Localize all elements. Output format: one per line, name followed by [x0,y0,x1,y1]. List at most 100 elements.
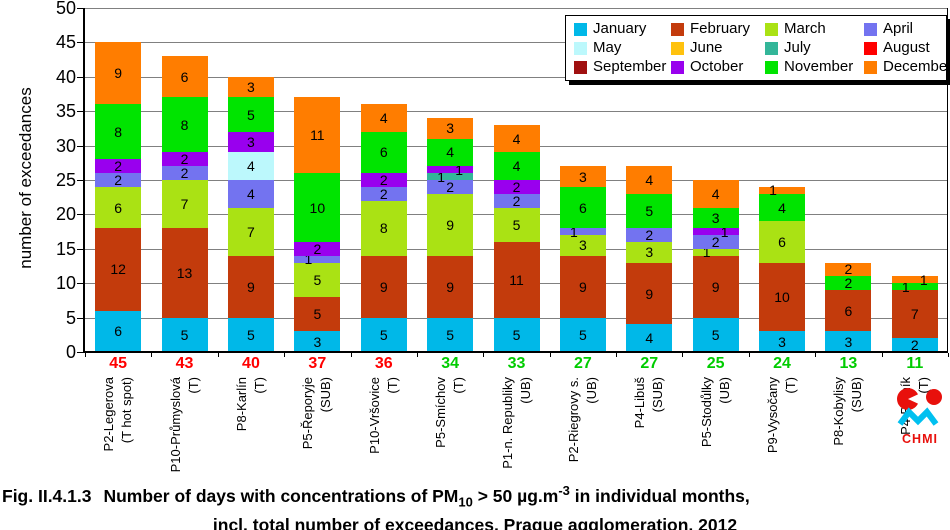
legend: January February March April May June July Augu… [565,15,950,81]
x-axis-category-label: P1-n. Republiky (UB) [499,377,535,489]
segment-value-label: 5 [578,326,587,343]
bar-segment-november: 6 [360,131,407,174]
segment-value-label: 10 [774,288,790,305]
bar-segment-april: 2 [161,166,208,180]
bar-segment-april: 2 [360,187,407,201]
segment-value-label: 4 [446,144,454,161]
bar-segment-january: 3 [759,331,806,352]
station-total-label: 27 [640,355,659,372]
segment-value-label: 11 [509,271,524,288]
bar-segment-february: 6 [825,290,872,332]
station-total-label: 37 [308,355,327,372]
segment-value-label: 9 [247,278,255,295]
legend-label: April [883,20,914,37]
x-axis-category-label: P5-Řeporyje (SUB) [299,377,335,489]
x-axis-category-label-text: P2-Legerova (T hot spot) [100,377,136,483]
segment-value-label: 3 [645,244,654,261]
x-axis-tick [416,353,418,357]
legend-item-march: March [765,21,864,37]
bar-segment-october: 1 [692,225,739,239]
segment-value-label: 6 [578,199,587,216]
station-name: P9-Vysočany [765,377,781,454]
station-total-label: 36 [374,355,393,372]
station-type: (T) [251,377,267,394]
segment-value-label: 1 [304,251,313,268]
legend-item-august: August [864,40,940,56]
bar-segment-december: 4 [692,180,739,208]
station-total-label: 11 [906,355,924,372]
bar-segment-january: 5 [427,317,474,352]
legend-swatch-november [765,60,778,74]
logo-circle-small [926,389,942,405]
segment-value-label: 9 [645,285,654,302]
station-total-label: 25 [706,355,725,372]
station-type: (T) [384,377,400,394]
segment-value-label: 5 [446,326,454,343]
bar-segment-january: 5 [227,317,274,352]
bar-segment-december: 4 [493,124,540,153]
segment-value-label: 7 [247,223,255,240]
bar-segment-april: 2 [427,180,474,194]
x-axis-line [83,351,948,353]
segment-value-label: 9 [114,65,123,82]
station-type: (UB) [583,377,599,404]
segment-value-label: 2 [114,158,123,175]
bar-segment-march: 3 [626,241,673,263]
bar-segment-january: 2 [891,338,938,352]
segment-value-label: 10 [309,199,326,216]
legend-label: January [593,20,647,37]
bar-segment-april: 2 [692,235,739,249]
caption-subscript: 10 [458,494,473,510]
y-axis-tick [77,317,84,319]
x-axis-category-label: P4-Libuš (SUB) [631,377,667,489]
legend-item-may: May [574,40,671,56]
bar-segment-march: 1 [692,245,739,259]
bar-segment-december: 1 [891,273,938,287]
segment-value-label: 5 [379,326,388,343]
legend-label: February [690,20,751,37]
x-axis-tick [748,353,750,357]
segment-value-label: 2 [844,261,853,278]
segment-value-label: 9 [446,278,454,295]
bar-segment-november: 5 [626,193,673,229]
gridline [85,42,948,44]
segment-value-label: 11 [310,127,325,144]
y-axis-tick [77,76,84,78]
x-axis-tick [483,353,485,357]
segment-value-label: 12 [110,261,126,278]
station-name: P8-Kobylisy [831,377,847,446]
y-axis-tick [77,352,84,353]
station-type: (T hot spot) [118,377,134,444]
bar-segment-february: 9 [626,262,673,325]
x-axis-tick [881,353,883,357]
station-name: P2-Legerova [101,377,117,452]
bar-segment-march: 7 [161,180,208,229]
station-name: P5-Smíchov [433,377,449,448]
bar-segment-february: 5 [294,296,341,332]
bar-segment-february: 7 [891,290,938,339]
legend-label: October [690,58,744,75]
station-name: P10-Vršovice [366,377,382,454]
x-axis-category-label: P8-Karlín (T) [233,377,269,489]
legend-label: July [784,39,811,56]
y-axis-tick [77,111,84,113]
caption-text-3: in individual months, [569,485,750,506]
x-axis-category-label-text: P5-Řeporyje (SUB) [299,377,335,483]
bar-segment-january: 5 [493,317,540,352]
bar-segment-october: 2 [161,152,208,166]
x-axis-category-label: P5-Smíchov (T) [432,377,468,489]
legend-item-june: June [671,40,765,56]
bar-segment-october: 1 [427,163,474,177]
bar-segment-february: 9 [692,255,739,318]
bar-segment-april: 1 [559,225,606,239]
y-axis-tick [77,8,84,9]
segment-value-label: 1 [919,271,928,288]
bar-segment-february: 12 [95,228,142,311]
logo-text: CHMI [902,432,938,446]
x-axis-tick [948,353,949,357]
legend-swatch-july [765,41,778,55]
segment-value-label: 5 [247,106,255,123]
station-total-label: 34 [441,355,459,372]
segment-value-label: 4 [711,185,720,202]
